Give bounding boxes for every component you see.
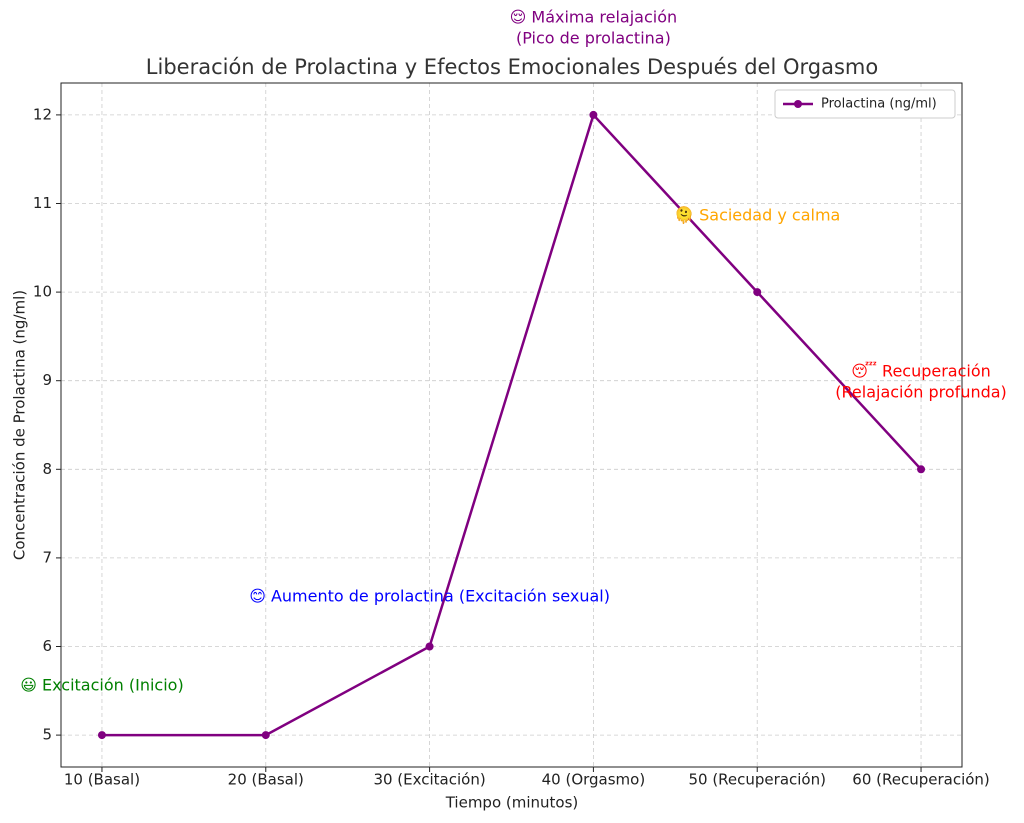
annotation: (Relajación profunda): [835, 383, 1007, 402]
annotation: 😌 Máxima relajación: [510, 8, 678, 27]
data-point: [425, 642, 434, 651]
annotation: 😴 Recuperación: [851, 362, 990, 381]
x-tick-label: 10 (Basal): [64, 771, 140, 789]
y-tick-label: 11: [33, 194, 52, 212]
legend-box: [774, 89, 956, 119]
x-tick-label: 60 (Recuperación): [852, 771, 990, 789]
plot-frame: [60, 82, 963, 768]
annotation: 🫠 Saciedad y calma: [674, 205, 840, 225]
legend-marker: [794, 100, 802, 108]
legend: Prolactina (ng/ml): [774, 89, 956, 119]
y-tick-label: 5: [42, 726, 52, 744]
x-tick-label: 20 (Basal): [228, 771, 304, 789]
y-tick-label: 7: [42, 548, 52, 566]
legend-label: Prolactina (ng/ml): [821, 97, 937, 112]
annotation: 😃 Excitación (Inicio): [20, 676, 183, 695]
annotation: 😊 Aumento de prolactina (Excitación sexu…: [249, 587, 610, 606]
x-axis-label: Tiempo (minutos): [445, 794, 579, 812]
annotation: (Pico de prolactina): [516, 29, 671, 48]
y-tick-label: 9: [42, 371, 52, 389]
data-line: [101, 112, 922, 737]
data-point: [917, 465, 926, 474]
data-point: [589, 110, 598, 119]
y-axis-label: Concentración de Prolactina (ng/ml): [11, 290, 29, 560]
x-tick-label: 40 (Orgasmo): [542, 771, 646, 789]
y-tick-label: 12: [33, 105, 52, 123]
y-tick-label: 8: [42, 460, 52, 478]
x-tick-label: 50 (Recuperación): [688, 771, 826, 789]
data-point: [97, 731, 106, 740]
y-tick-label: 10: [33, 283, 52, 301]
x-tick-label: 30 (Excitación): [373, 771, 485, 789]
data-point: [261, 731, 270, 740]
data-point: [753, 288, 762, 297]
chart-title: Liberación de Prolactina y Efectos Emoci…: [146, 55, 878, 79]
y-tick-label: 6: [42, 637, 52, 655]
